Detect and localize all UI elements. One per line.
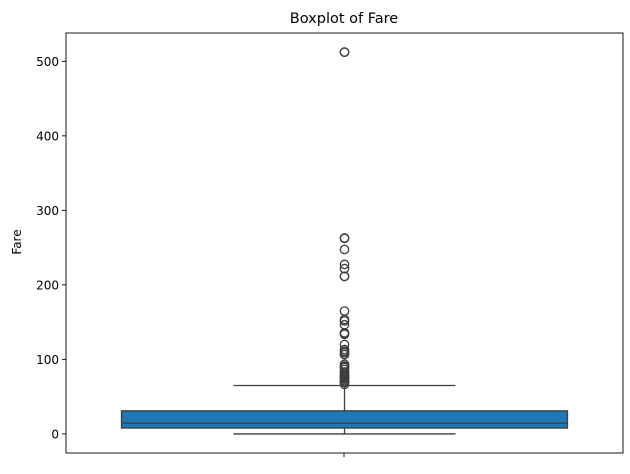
plot-frame (65, 32, 624, 454)
y-tick-label: 100 (36, 353, 59, 367)
outlier-point (339, 271, 350, 282)
y-tick-label: 500 (36, 55, 59, 69)
outlier-point (339, 316, 350, 326)
outlier-point (339, 349, 350, 360)
y-tick-label: 200 (36, 278, 59, 292)
outlier-point (339, 259, 350, 270)
y-axis-ticks: 0 100 200 300 400 500 (36, 55, 66, 441)
outlier-point (339, 329, 350, 340)
iqr-box (120, 410, 569, 429)
y-tick-label: 400 (36, 129, 59, 143)
y-tick-label: 300 (36, 204, 59, 218)
outlier-point (339, 306, 350, 316)
outlier-point (339, 233, 350, 244)
outlier-point (339, 379, 350, 390)
outlier-points (339, 47, 350, 390)
outlier-point (339, 47, 350, 58)
y-tick-label: 0 (51, 427, 59, 441)
boxplot-group (120, 384, 569, 435)
chart-title: Boxplot of Fare (290, 11, 398, 27)
outlier-point (339, 244, 350, 255)
y-axis-label: Fare (10, 229, 24, 254)
